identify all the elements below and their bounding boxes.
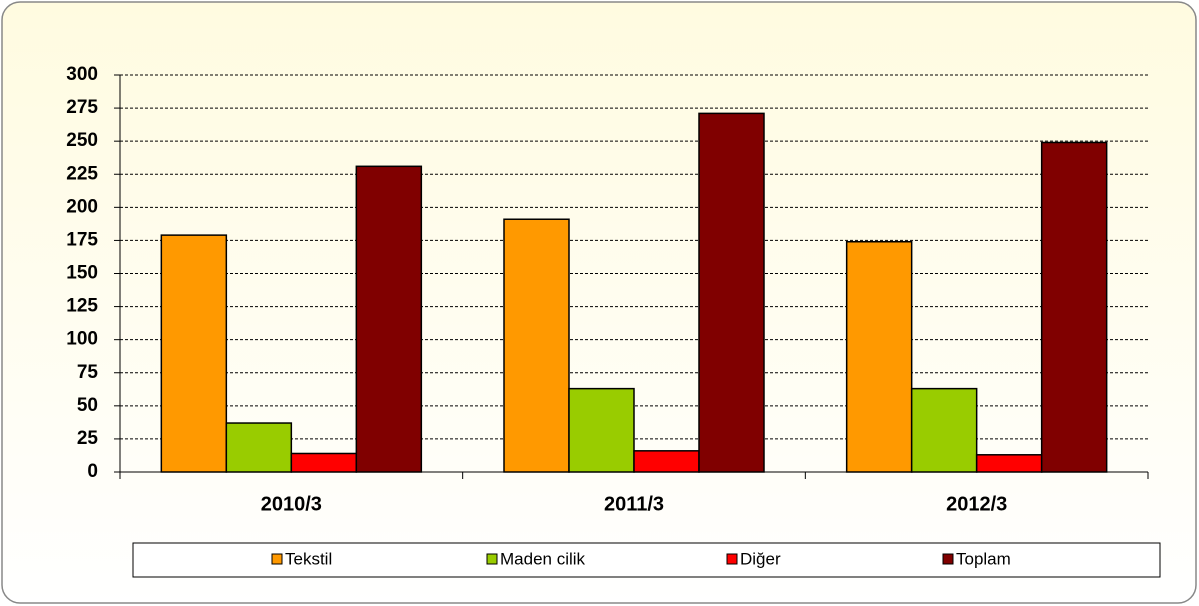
legend-label: Diğer	[740, 549, 781, 568]
bar	[290, 452, 358, 473]
y-tick-label: 225	[66, 163, 98, 184]
bar	[698, 112, 765, 473]
bar	[225, 422, 293, 473]
bar	[1040, 141, 1108, 473]
legend-label: Toplam	[956, 549, 1011, 568]
legend-swatch	[726, 553, 738, 565]
legend-label: Tekstil	[285, 549, 332, 568]
y-tick-label: 175	[66, 229, 98, 250]
y-tick-label: 25	[77, 428, 99, 449]
x-tick-label: 2010/3	[261, 493, 322, 515]
y-tick-label: 200	[66, 196, 98, 217]
y-tick-label: 250	[66, 130, 98, 151]
bar	[503, 218, 570, 473]
legend-swatch	[271, 553, 283, 565]
bar	[845, 240, 913, 473]
y-tick-label: 50	[77, 395, 98, 416]
y-tick-label: 75	[77, 362, 99, 383]
y-tick-label: 275	[66, 97, 98, 118]
bar	[160, 234, 228, 473]
bar	[910, 387, 978, 473]
bar	[975, 454, 1043, 473]
bar	[633, 450, 700, 473]
x-tick-label: 2012/3	[946, 493, 1007, 515]
y-tick-label: 125	[66, 296, 98, 317]
y-tick-label: 100	[66, 329, 98, 350]
legend-label: Maden cilik	[500, 549, 586, 568]
legend-swatch	[942, 553, 954, 565]
legend-box	[132, 542, 1161, 578]
bar	[568, 387, 635, 473]
legend-swatch	[486, 553, 498, 565]
bar	[355, 165, 423, 473]
y-tick-label: 0	[87, 461, 98, 482]
y-tick-label: 150	[66, 263, 98, 284]
x-tick-label: 2011/3	[604, 493, 664, 515]
y-tick-label: 300	[66, 64, 98, 85]
